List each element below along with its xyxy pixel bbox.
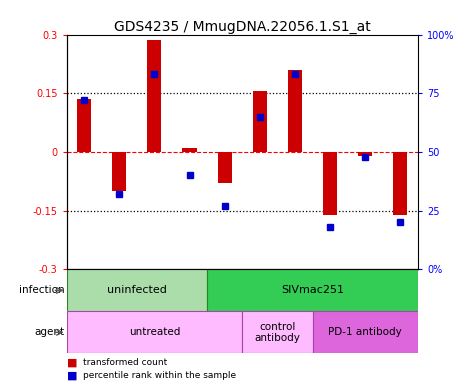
Bar [77,99,91,152]
Text: PD-1 antibody: PD-1 antibody [328,327,402,337]
Text: infection: infection [19,285,65,295]
Bar [182,148,197,152]
Bar [66,311,242,353]
Text: untreated: untreated [129,327,180,337]
Text: agent: agent [35,327,65,337]
Bar [313,311,418,353]
Bar [323,152,337,215]
Bar [393,152,408,215]
Text: ■: ■ [66,371,77,381]
Text: uninfected: uninfected [107,285,167,295]
Bar [253,91,267,152]
Bar [207,270,418,311]
Bar [112,152,126,191]
Bar [288,70,302,152]
Title: GDS4235 / MmugDNA.22056.1.S1_at: GDS4235 / MmugDNA.22056.1.S1_at [114,20,370,33]
Text: SIVmac251: SIVmac251 [281,285,344,295]
Text: percentile rank within the sample: percentile rank within the sample [83,371,236,380]
Bar [147,40,162,152]
Text: ■: ■ [66,358,77,368]
Bar [218,152,232,183]
Bar [242,311,313,353]
Text: control
antibody: control antibody [255,321,300,343]
Text: transformed count: transformed count [83,358,167,367]
Bar [66,270,207,311]
Bar [358,152,372,156]
